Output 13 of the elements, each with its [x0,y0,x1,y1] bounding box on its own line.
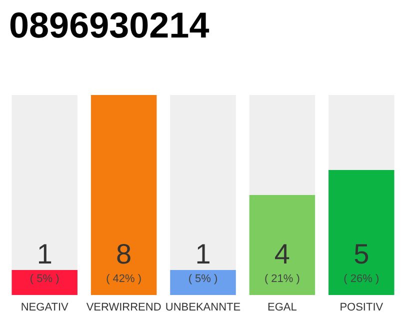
x-tick-label: VERWIRREND [86,302,162,314]
chart-title: 0896930214 [9,4,210,46]
data-label: 1 ( 5% ) [188,238,218,285]
data-label: 4 ( 21% ) [264,238,300,285]
data-label: 8 ( 42% ) [106,238,142,285]
x-tick-label: UNBEKANNTE [165,302,241,314]
bar [12,270,78,295]
x-tick-label: POSITIV [340,302,384,314]
bar [170,270,236,295]
x-tick-label: NEGATIV [20,302,69,314]
x-tick-label: EGAL [268,302,297,314]
data-label: 5 ( 26% ) [344,238,380,285]
data-label: 1 ( 5% ) [30,238,60,285]
